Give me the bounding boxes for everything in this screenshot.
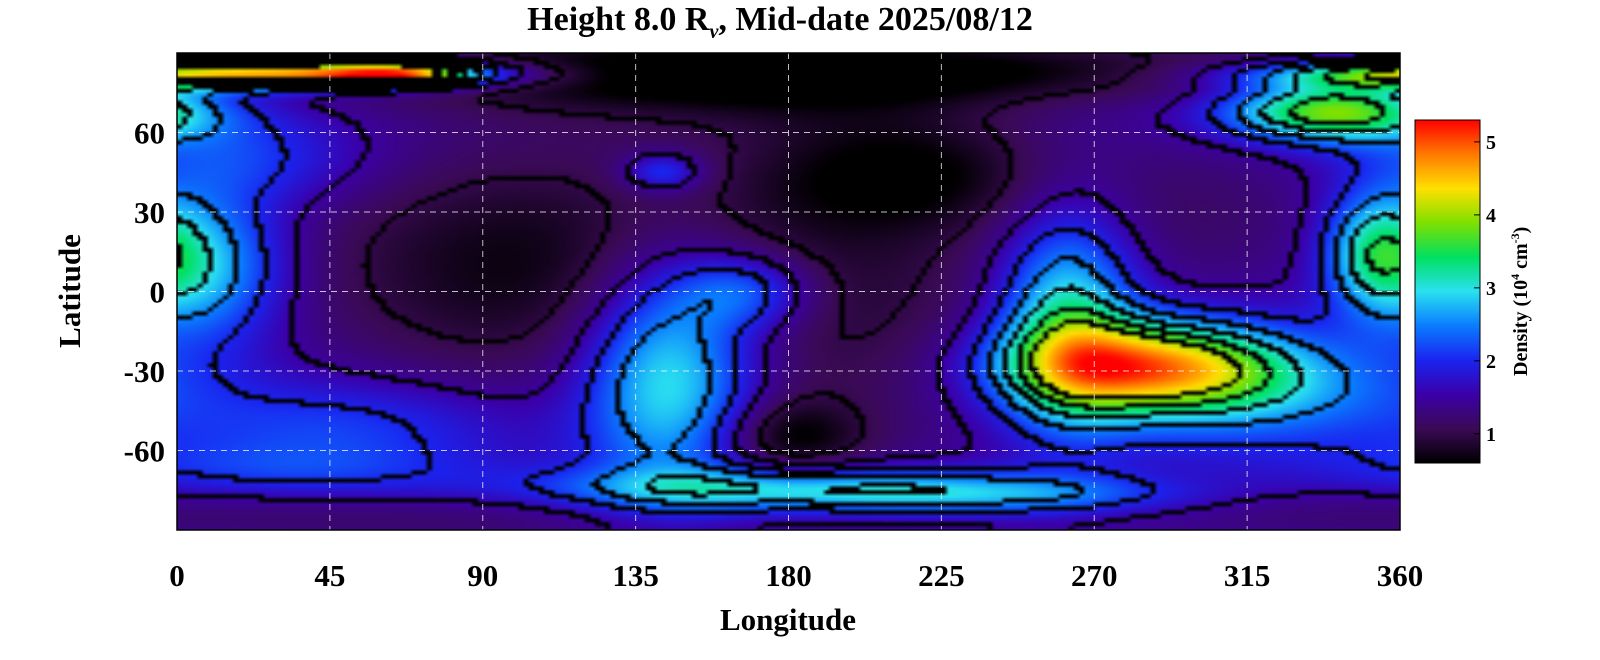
x-tick-label: 45 xyxy=(314,558,345,593)
colorbar-tick-label: 4 xyxy=(1486,205,1496,227)
x-tick-label: 360 xyxy=(1377,558,1424,593)
x-tick-label: 135 xyxy=(612,558,659,593)
y-tick-label: -60 xyxy=(124,434,165,469)
y-axis-label: Latitude xyxy=(52,234,87,348)
grid-lines xyxy=(177,53,1400,530)
colorbar: 1 2 3 4 5 Density (104 cm-3) xyxy=(1414,119,1532,464)
x-tick-label: 315 xyxy=(1224,558,1271,593)
colorbar-label: Density (104 cm-3) xyxy=(1508,227,1532,376)
plot-frame xyxy=(176,52,1401,531)
x-tick-label: 0 xyxy=(169,558,185,593)
x-tick-label: 180 xyxy=(765,558,812,593)
colorbar-tick-label: 5 xyxy=(1486,132,1496,154)
chart-title-suffix: , Mid-date 2025/08/12 xyxy=(718,1,1032,38)
y-tick-label: 30 xyxy=(134,195,165,230)
x-axis-ticks: 0 45 90 135 180 225 270 315 360 xyxy=(169,558,1423,593)
colorbar-gradient xyxy=(1414,119,1481,464)
chart-title-subscript: v xyxy=(709,21,719,43)
x-tick-label: 270 xyxy=(1071,558,1118,593)
colorbar-tick-label: 3 xyxy=(1486,278,1496,300)
y-tick-label: 60 xyxy=(134,116,165,151)
colorbar-tick-label: 1 xyxy=(1486,424,1496,446)
plot-area xyxy=(176,52,1401,531)
x-axis-label: Longitude xyxy=(720,602,856,637)
colorbar-tick-label: 2 xyxy=(1486,351,1496,373)
colorbar-ticks: 1 2 3 4 5 xyxy=(1474,132,1496,446)
y-axis-ticks: 60 30 0 -30 -60 xyxy=(124,116,165,469)
chart-title: Height 8.0 Rv, Mid-date 2025/08/12 xyxy=(527,1,1033,43)
y-tick-label: 0 xyxy=(150,275,166,310)
chart-title-prefix: Height 8.0 R xyxy=(527,1,710,38)
x-tick-label: 225 xyxy=(918,558,965,593)
y-tick-label: -30 xyxy=(124,354,165,389)
x-tick-label: 90 xyxy=(467,558,498,593)
